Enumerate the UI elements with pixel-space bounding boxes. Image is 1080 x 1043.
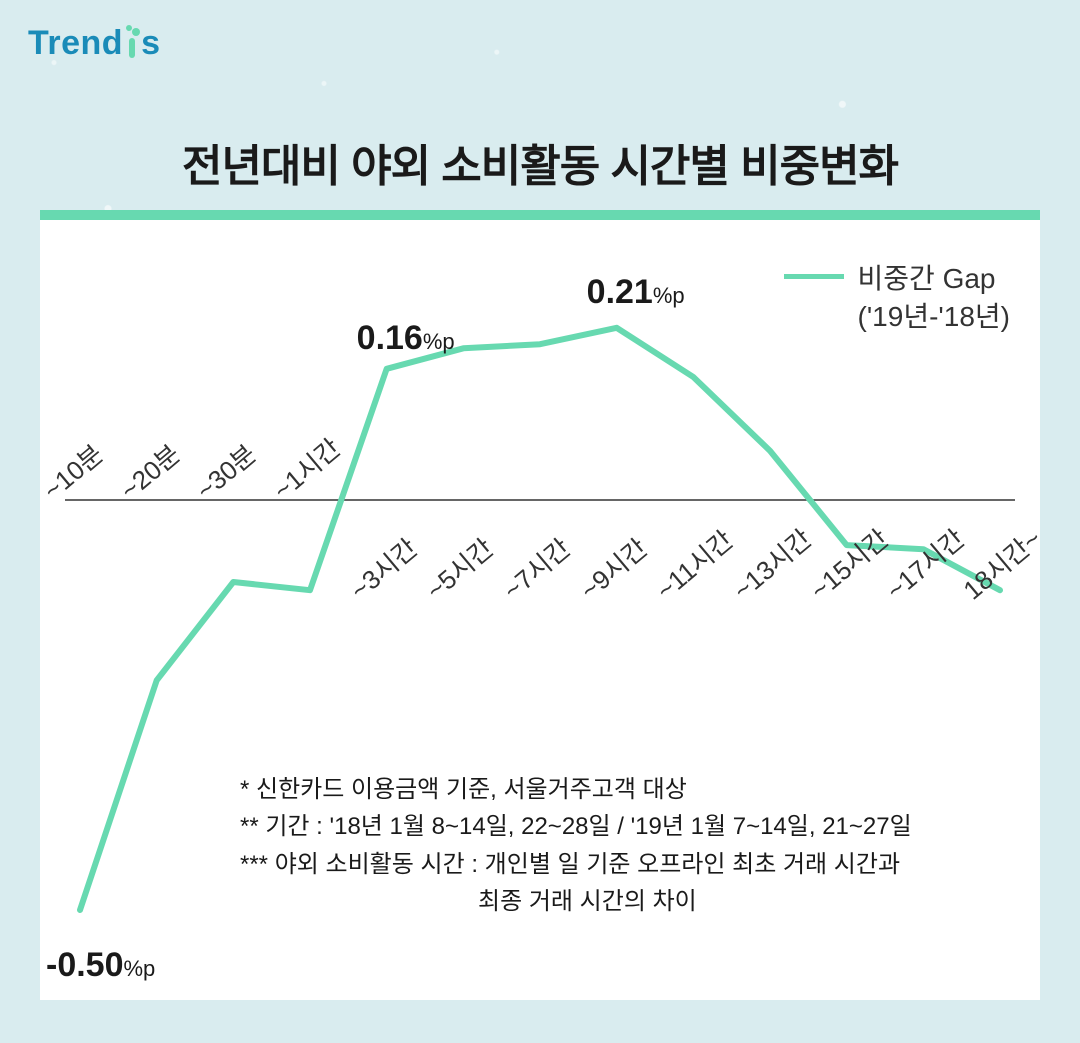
data-label-unit: %p xyxy=(653,283,685,308)
i-stem xyxy=(129,38,135,58)
brand-logo: Trend s xyxy=(28,24,161,63)
data-label-value: 0.21 xyxy=(587,273,653,311)
chart-topbar xyxy=(40,210,1040,220)
legend-text: 비중간 Gap ('19년-'18년) xyxy=(858,260,1010,336)
chart-frame: 비중간 Gap ('19년-'18년) 0.16%p0.21%p-0.50%p … xyxy=(40,210,1040,1000)
brand-accent-i xyxy=(123,24,141,63)
data-label-unit: %p xyxy=(423,329,455,354)
footnote-3: *** 야외 소비활동 시간 : 개인별 일 기준 오프라인 최초 거래 시간과 xyxy=(240,846,912,883)
legend-line2: ('19년-'18년) xyxy=(858,298,1010,336)
legend-swatch xyxy=(784,274,844,279)
footnote-1: * 신한카드 이용금액 기준, 서울거주고객 대상 xyxy=(240,771,912,808)
footnote-2: ** 기간 : '18년 1월 8~14일, 22~28일 / '19년 1월 … xyxy=(240,808,912,845)
footnote-4: 최종 거래 시간의 차이 xyxy=(478,883,912,920)
data-label: -0.50%p xyxy=(46,946,155,985)
data-label: 0.21%p xyxy=(587,273,685,312)
dot-large xyxy=(132,28,140,36)
data-label-value: 0.16 xyxy=(357,319,423,357)
brand-text-1: Trend xyxy=(28,24,123,62)
legend-line1: 비중간 Gap xyxy=(858,260,1010,298)
data-label-value: -0.50 xyxy=(46,946,124,984)
chart-body: 비중간 Gap ('19년-'18년) 0.16%p0.21%p-0.50%p … xyxy=(40,220,1040,1000)
data-label: 0.16%p xyxy=(357,319,455,358)
legend: 비중간 Gap ('19년-'18년) xyxy=(784,260,1010,336)
footnotes: * 신한카드 이용금액 기준, 서울거주고객 대상 ** 기간 : '18년 1… xyxy=(240,771,912,920)
data-label-unit: %p xyxy=(124,956,156,981)
brand-text-2: s xyxy=(141,24,160,62)
page-title: 전년대비 야외 소비활동 시간별 비중변화 xyxy=(0,130,1080,194)
dot-small xyxy=(126,25,132,31)
